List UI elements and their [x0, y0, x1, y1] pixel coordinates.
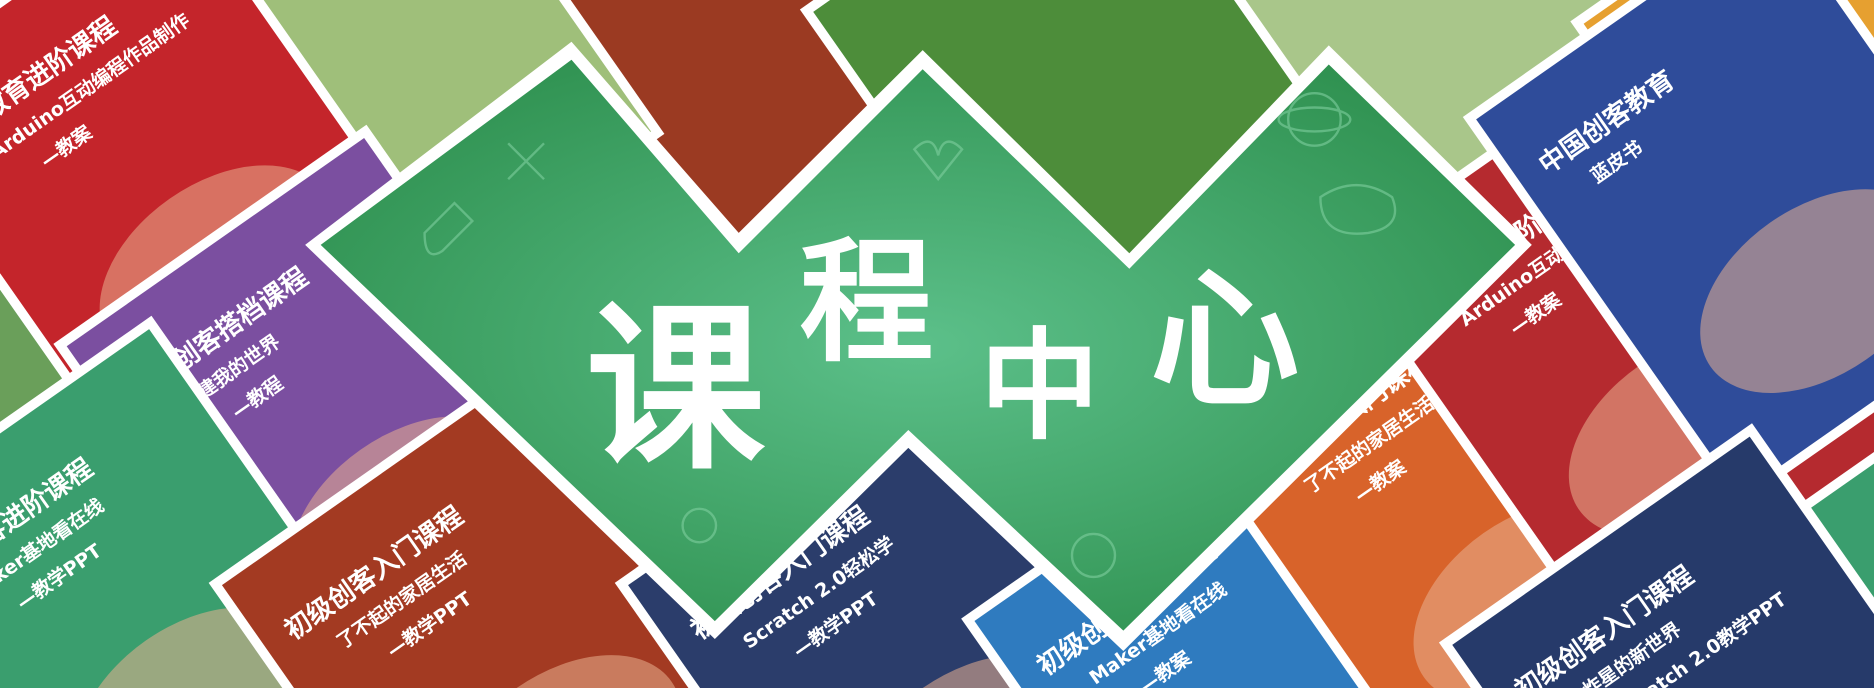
cover: 初级创客入门课程致炸星的新世界Scratch 2.0教学PPT	[1438, 423, 1874, 688]
cover-face	[0, 329, 413, 688]
cover-illustration	[75, 607, 312, 688]
cover-face	[221, 376, 783, 688]
center-panel: 课 程 中 心	[305, 41, 1532, 651]
panel-fill	[320, 59, 1516, 631]
title-char: 心	[1150, 254, 1299, 428]
cover-face	[1476, 0, 1874, 496]
title-char: 课	[586, 287, 766, 495]
doodles	[423, 91, 1397, 579]
cover: 初级创客进阶课程Maker基地看在线—教学PPT	[0, 315, 426, 688]
cover-face	[1452, 436, 1874, 688]
title-char: 程	[800, 225, 934, 381]
cover-illustration	[1700, 189, 1874, 393]
title-char: 中	[980, 318, 1099, 457]
